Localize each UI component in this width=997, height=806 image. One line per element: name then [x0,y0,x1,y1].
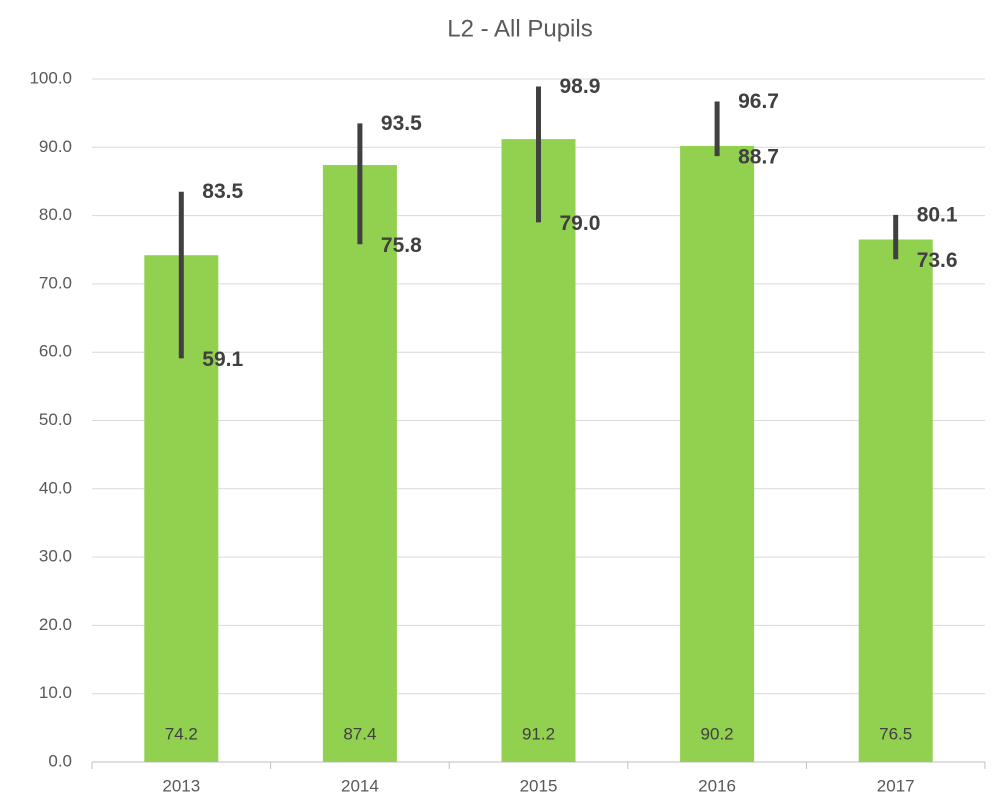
error-low-label: 79.0 [560,212,601,235]
x-tick-label: 2017 [877,776,915,795]
chart-title: L2 - All Pupils [447,15,592,42]
value-label: 87.4 [343,724,376,743]
y-tick-label: 30.0 [39,547,72,566]
x-tick-label: 2016 [698,776,736,795]
error-high-label: 98.9 [560,75,601,98]
error-high-label: 80.1 [917,203,958,226]
value-label: 90.2 [701,724,734,743]
y-tick-label: 60.0 [39,342,72,361]
x-tick-label: 2013 [162,776,200,795]
y-tick-label: 10.0 [39,683,72,702]
y-tick-label: 50.0 [39,410,72,429]
error-low-label: 75.8 [381,234,422,257]
error-high-label: 83.5 [202,180,243,203]
error-low-label: 59.1 [202,348,243,371]
error-high-label: 96.7 [738,90,779,113]
x-tick-label: 2014 [341,776,379,795]
y-tick-label: 100.0 [29,68,72,87]
y-tick-label: 90.0 [39,137,72,156]
value-label: 76.5 [879,724,912,743]
error-low-label: 88.7 [738,146,779,169]
y-tick-label: 70.0 [39,273,72,292]
error-low-label: 73.6 [917,249,958,272]
value-label: 91.2 [522,724,555,743]
value-label: 74.2 [165,724,198,743]
bar [322,165,397,763]
y-tick-label: 80.0 [39,205,72,224]
y-tick-label: 0.0 [48,751,72,770]
error-high-label: 93.5 [381,112,422,135]
bar [501,139,576,762]
y-tick-label: 40.0 [39,478,72,497]
bar [858,239,933,762]
x-tick-label: 2015 [520,776,558,795]
y-tick-label: 20.0 [39,615,72,634]
bar [680,145,755,762]
